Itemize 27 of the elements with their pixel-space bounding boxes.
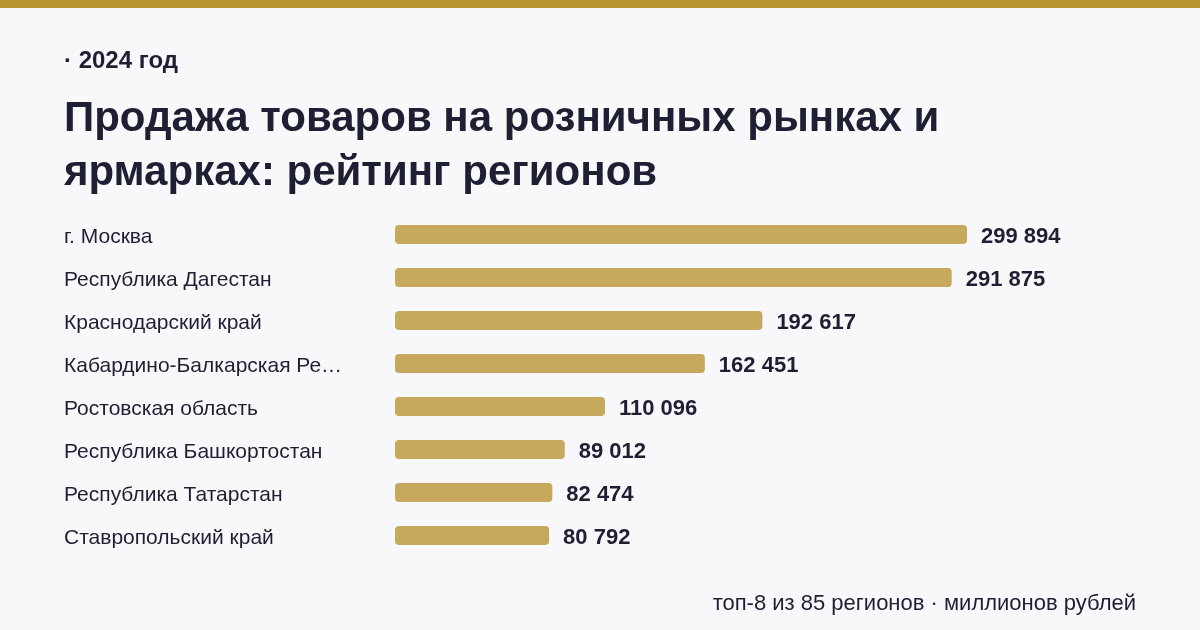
bar (395, 483, 553, 503)
y-tick-label: Республика Дагестан (64, 266, 272, 290)
bar (395, 397, 605, 417)
text: топ-8 из 85 регионов · миллионов рублей (712, 590, 1136, 616)
bar (395, 225, 967, 245)
y-tick-label: Республика Татарстан (64, 481, 283, 505)
data-label: 162 451 (718, 351, 799, 377)
y-tick-label: Ростовская область (64, 395, 259, 419)
data-label: 291 875 (965, 265, 1046, 291)
bar (395, 526, 550, 546)
bar (395, 311, 763, 331)
data-label: 299 894 (981, 222, 1062, 248)
bar (395, 268, 952, 288)
y-tick-label: Краснодарский край (64, 309, 262, 333)
bar (395, 354, 705, 374)
data-label: 192 617 (776, 308, 856, 334)
text: · 2024 год (64, 46, 178, 74)
y-tick-label: г. Москва (64, 223, 153, 247)
bar (395, 440, 565, 460)
data-label: 110 096 (618, 394, 698, 420)
chart-title: Продажа товаров на розничных рынках и ярмарках: рейтинг регионов (64, 92, 941, 196)
y-tick-label: Кабардино-Балкарская Ре… (64, 352, 343, 376)
data-label: 80 792 (563, 523, 631, 549)
y-tick-label: Ставропольский край (64, 524, 274, 548)
data-label: 89 012 (578, 437, 647, 463)
y-tick-label: Республика Башкортостан (64, 438, 323, 462)
data-label: 82 474 (566, 480, 635, 506)
